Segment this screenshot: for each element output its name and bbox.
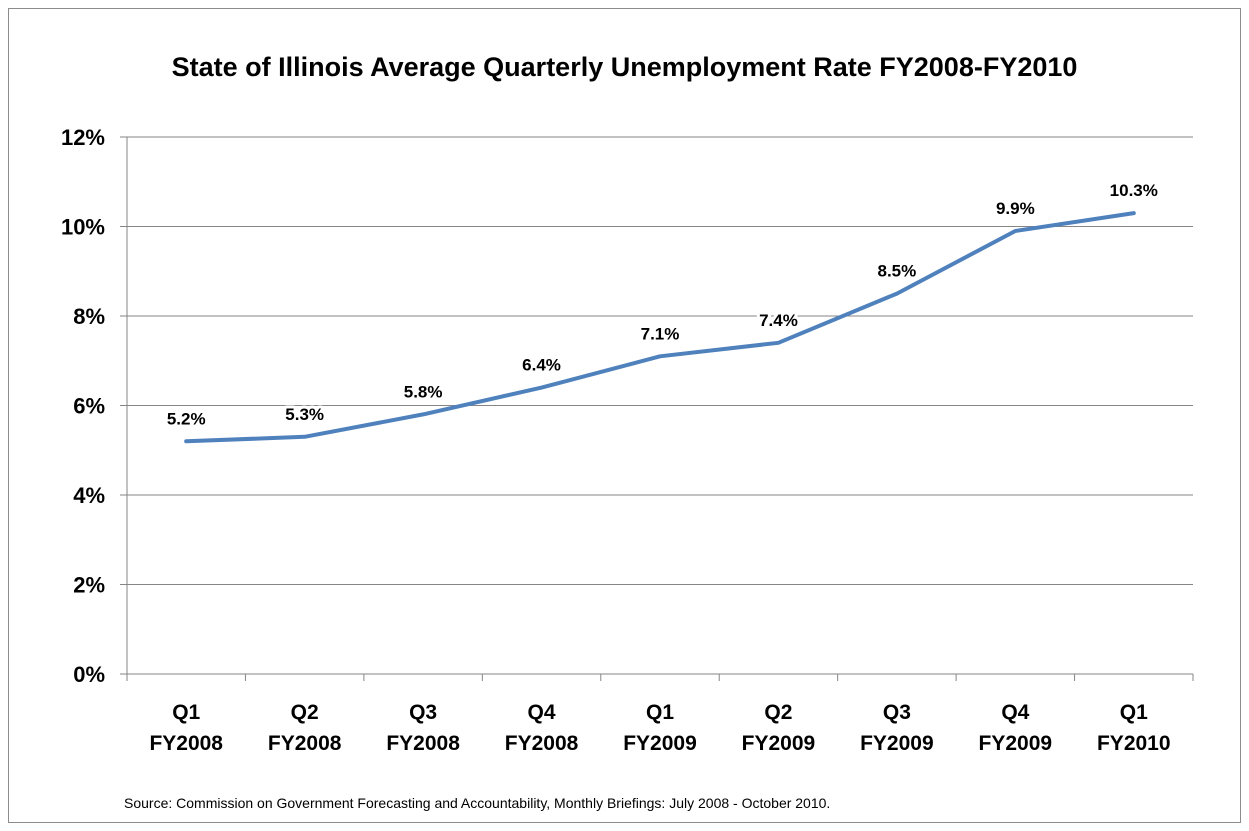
x-category-label: FY2009 <box>860 732 934 755</box>
data-label-halo: 5.2% <box>167 409 206 428</box>
x-category-label: FY2008 <box>386 732 460 755</box>
x-category-label: Q4 <box>528 701 556 724</box>
axes <box>120 136 1194 681</box>
data-label: 5.8% <box>404 382 443 401</box>
series-lines <box>184 211 1136 444</box>
data-label: 7.4% <box>759 311 798 330</box>
data-label-halo: 6.4% <box>522 356 561 375</box>
x-category-label: Q1 <box>646 701 674 724</box>
chart-frame <box>8 8 1241 823</box>
data-label-halo: 5.3% <box>285 405 324 424</box>
data-label-halo: 9.9% <box>996 199 1035 218</box>
series-line <box>184 211 1136 444</box>
data-label: 9.9% <box>996 199 1035 218</box>
y-tick-label: 2% <box>73 573 105 598</box>
y-tick-label: 8% <box>73 304 105 329</box>
y-tick-label: 10% <box>61 215 105 240</box>
data-label-halo: 7.1% <box>641 324 680 343</box>
data-label: 8.5% <box>878 262 917 281</box>
data-label: 10.3% <box>1110 181 1158 200</box>
data-label: 5.2% <box>167 409 206 428</box>
x-category-label: FY2008 <box>268 732 342 755</box>
x-category-label: Q4 <box>1001 701 1029 724</box>
x-category-label: FY2009 <box>742 732 816 755</box>
x-category-label: FY2008 <box>505 732 579 755</box>
source-note: Source: Commission on Government Forecas… <box>124 795 831 811</box>
data-label: 6.4% <box>522 356 561 375</box>
data-label-halo: 10.3% <box>1110 181 1158 200</box>
x-category-labels: Q1 FY2008 Q2 FY2008 Q3 FY2008 Q4 FY2008 Q1 FY2009… <box>149 701 1170 755</box>
data-label-halo: 8.5% <box>878 262 917 281</box>
x-category-label: Q1 <box>1120 701 1148 724</box>
x-category-label: FY2008 <box>149 732 223 755</box>
data-label: 7.1% <box>641 324 680 343</box>
x-category-label: FY2009 <box>623 732 697 755</box>
x-category-label: Q2 <box>291 701 319 724</box>
y-tick-label: 12% <box>61 125 105 150</box>
data-labels: 5.2%5.2% 5.3%5.3%5.8%5.8%6.4%6.4%7.1%7.1%… <box>164 178 1161 431</box>
y-tick-label: 0% <box>73 662 105 687</box>
data-label-halo: 7.4% <box>759 311 798 330</box>
data-label-halo: 5.8% <box>404 382 443 401</box>
x-category-label: Q1 <box>172 701 200 724</box>
x-category-label: Q3 <box>883 701 911 724</box>
y-tick-labels: 0% 2% 4% 6% 8% 10% 12% <box>61 125 105 687</box>
x-category-label: Q2 <box>764 701 792 724</box>
data-label: 5.3% <box>285 405 324 424</box>
y-tick-label: 4% <box>73 483 105 508</box>
gridlines <box>127 136 1193 585</box>
chart-title: State of Illinois Average Quarterly Unem… <box>171 52 1078 82</box>
x-category-label: FY2009 <box>979 732 1053 755</box>
x-category-label: Q3 <box>409 701 437 724</box>
x-category-label: FY2010 <box>1097 732 1171 755</box>
y-tick-label: 6% <box>73 394 105 419</box>
